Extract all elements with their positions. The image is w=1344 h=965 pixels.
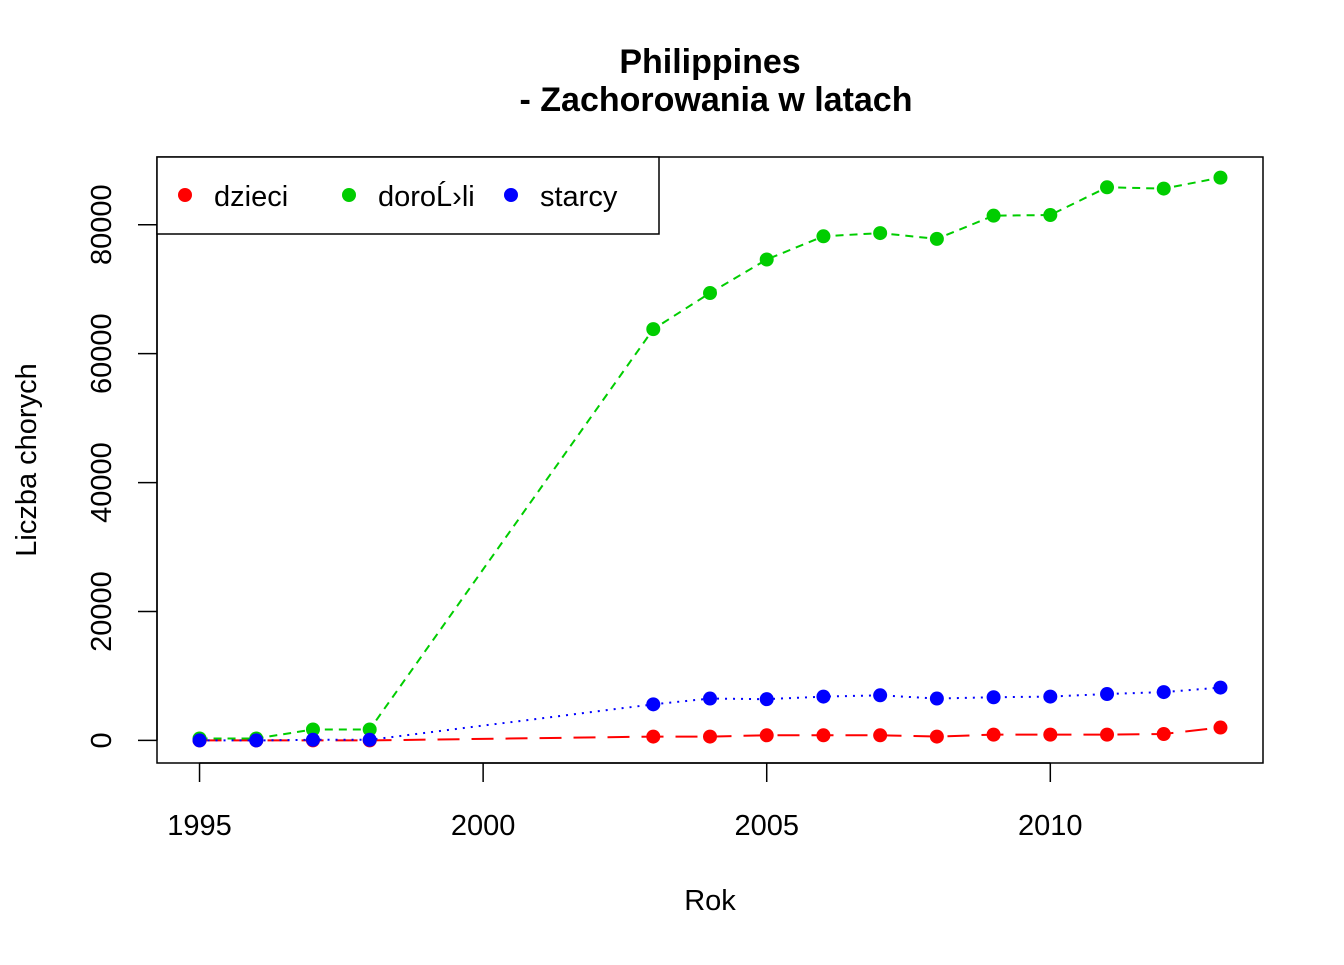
x-axis-label: Rok: [684, 885, 736, 917]
data-point: [929, 729, 944, 744]
data-point: [1100, 180, 1115, 195]
data-point: [986, 690, 1001, 705]
legend-item-starcy: starcy: [504, 181, 618, 213]
data-point: [1043, 689, 1058, 704]
data-point: [703, 729, 717, 744]
data-point: [986, 727, 1001, 742]
data-point: [1156, 181, 1171, 196]
legend-marker: [504, 188, 518, 202]
y-tick-label: 60000: [86, 313, 118, 394]
plot-frame: [156, 156, 1264, 764]
data-point: [816, 229, 831, 244]
data-point: [873, 226, 888, 241]
legend-item-dzieci: dzieci: [178, 181, 288, 213]
series-line: [199, 176, 1221, 740]
data-point: [646, 322, 661, 337]
legend-box: [156, 156, 660, 235]
data-point: [873, 688, 888, 703]
legend-marker: [178, 188, 192, 202]
data-point: [816, 728, 831, 743]
x-tick-label: 2000: [451, 810, 516, 842]
series-starcy: [192, 680, 1228, 748]
data-point: [816, 689, 831, 704]
x-tick-label: 2010: [1018, 810, 1083, 842]
data-point: [646, 729, 661, 744]
y-tick-label: 20000: [86, 571, 118, 652]
data-point: [1043, 208, 1058, 223]
x-tick-label: 2005: [734, 810, 799, 842]
data-point: [305, 722, 320, 737]
data-point: [1156, 685, 1171, 700]
data-point: [1043, 727, 1058, 742]
chart-subtitle: - Zachorowania w latach: [520, 81, 913, 119]
y-tick-label: 40000: [86, 442, 118, 523]
legend-marker: [342, 188, 356, 202]
series-dzieci: [192, 720, 1228, 748]
data-point: [1100, 687, 1115, 702]
y-tick-label: 0: [86, 732, 118, 748]
legend-item-doroĹ›li: doroĹ›li: [342, 180, 475, 213]
data-point: [759, 692, 774, 707]
data-point: [192, 733, 207, 748]
legend-label: starcy: [540, 181, 618, 213]
series-layer: [192, 170, 1228, 748]
data-point: [646, 697, 661, 712]
data-point: [873, 728, 888, 743]
data-point: [759, 252, 774, 267]
data-point: [759, 728, 774, 743]
legend-label: doroĹ›li: [378, 180, 475, 213]
chart-title: Philippines: [619, 43, 800, 81]
y-axis: 0 20000 40000 60000 80000: [86, 184, 158, 749]
data-point: [1213, 170, 1228, 185]
data-point: [986, 208, 1001, 223]
data-point: [249, 733, 264, 748]
y-axis-label: Liczba chorych: [11, 363, 43, 556]
data-point: [703, 286, 717, 301]
legend: dzieci doroĹ›li starcy: [156, 156, 660, 235]
y-tick-label: 80000: [86, 184, 118, 265]
x-axis: 1995 2000 2005 2010: [167, 762, 1083, 842]
data-point: [1213, 680, 1228, 695]
data-point: [1213, 720, 1228, 735]
data-point: [929, 231, 944, 246]
data-point: [1156, 726, 1171, 741]
data-point: [703, 691, 717, 706]
x-tick-label: 1995: [167, 810, 232, 842]
data-point: [362, 722, 377, 737]
data-point: [1100, 727, 1115, 742]
series-doroĹ›li: [192, 170, 1228, 746]
legend-label: dzieci: [214, 181, 288, 213]
data-point: [362, 732, 377, 747]
data-point: [305, 732, 320, 747]
data-point: [929, 691, 944, 706]
